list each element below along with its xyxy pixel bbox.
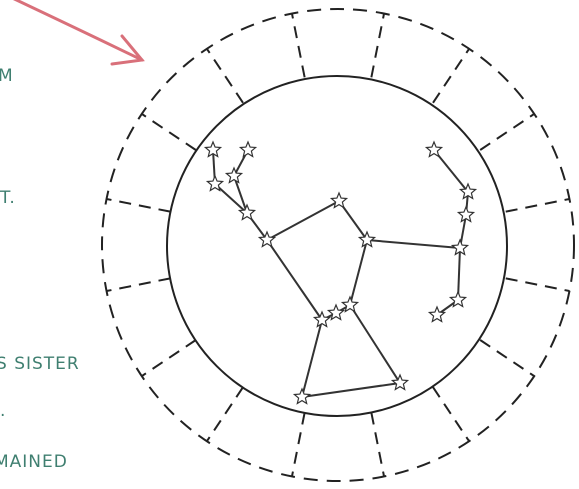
constellation-line [266, 200, 340, 241]
star [427, 305, 447, 323]
star [257, 230, 277, 248]
ring-divider [206, 48, 244, 104]
ring-divider [432, 48, 470, 104]
ring-divider [370, 412, 386, 477]
constellation-line [349, 239, 368, 306]
star [326, 303, 346, 321]
ring-dividers [106, 13, 570, 477]
ring-divider [505, 277, 570, 293]
star [205, 174, 225, 192]
constellation-line [266, 239, 323, 321]
star [424, 140, 444, 158]
star [448, 290, 468, 308]
stars [203, 140, 478, 405]
star [292, 387, 312, 405]
constellation-line [233, 175, 248, 214]
constellation-line [433, 149, 469, 193]
ring-divider [290, 13, 306, 78]
text-line: S SISTER [0, 354, 80, 374]
outer-ring [101, 8, 575, 482]
star [203, 140, 223, 158]
ring-divider [479, 339, 535, 377]
star [237, 203, 257, 221]
constellation-line [349, 304, 401, 384]
constellation-line [214, 183, 248, 214]
ring-divider [432, 386, 470, 442]
star [224, 166, 244, 184]
star [312, 310, 332, 328]
ring-divider [106, 197, 171, 213]
star [450, 238, 470, 256]
ring-divider [141, 113, 197, 151]
text-line: . [0, 401, 6, 421]
constellation-lines [212, 149, 469, 398]
constellation-line [366, 239, 461, 249]
ring-divider [206, 386, 244, 442]
ring-divider [370, 13, 386, 78]
star [340, 295, 360, 313]
star [390, 373, 410, 391]
text-line: T. [0, 188, 16, 208]
star [458, 182, 478, 200]
ring-divider [141, 339, 197, 377]
arrow [12, 0, 145, 66]
star [456, 205, 476, 223]
constellation-line [301, 319, 323, 398]
constellation-line [301, 382, 401, 398]
star [329, 191, 349, 209]
ring-divider [505, 197, 570, 213]
text-line: MAINED [0, 452, 68, 472]
ring-divider [290, 412, 306, 477]
inner-circle [166, 75, 508, 417]
star [238, 140, 258, 158]
text-line: M [0, 66, 14, 86]
star [357, 230, 377, 248]
ring-divider [106, 277, 171, 293]
ring-divider [479, 113, 535, 151]
